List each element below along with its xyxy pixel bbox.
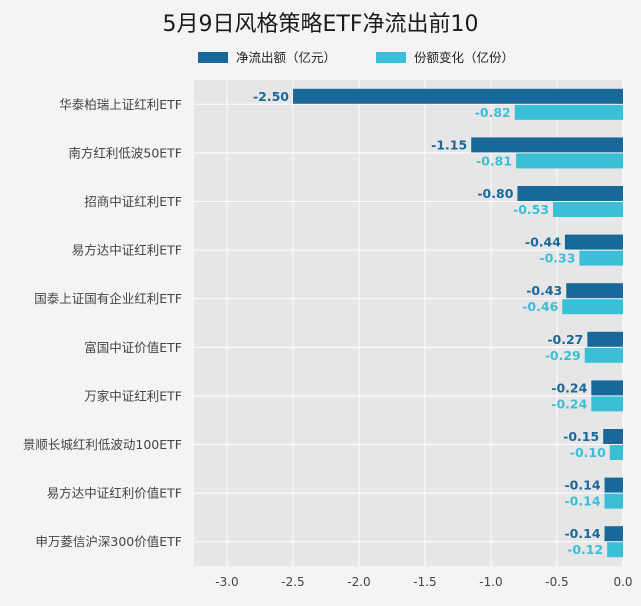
data-label-net-outflow: -0.14 — [564, 478, 600, 493]
bar-share-change — [604, 493, 623, 509]
x-tick-label: -3.0 — [215, 575, 238, 589]
bar-net-outflow — [471, 137, 623, 153]
data-label-share-change: -0.24 — [551, 396, 587, 411]
category-label: 景顺长城红利低波动100ETF — [23, 437, 182, 452]
legend: 净流出额（亿元） 份额变化（亿份） — [0, 49, 641, 67]
category-label: 南方红利低波50ETF — [68, 145, 182, 160]
data-label-share-change: -0.53 — [513, 202, 549, 217]
category-label: 易方达中证红利价值ETF — [47, 486, 182, 501]
data-label-net-outflow: -0.14 — [564, 526, 600, 541]
bar-share-change — [591, 396, 623, 412]
bar-net-outflow — [604, 477, 623, 493]
legend-label-share-change: 份额变化（亿份） — [414, 50, 515, 65]
data-label-share-change: -0.81 — [476, 153, 512, 168]
x-tick-label: -0.5 — [545, 575, 568, 589]
category-label: 招商中证红利ETF — [84, 194, 182, 209]
bar-net-outflow — [564, 234, 623, 250]
bar-share-change — [607, 542, 623, 558]
category-label: 申万菱信沪深300价值ETF — [35, 534, 182, 549]
bar-share-change — [514, 104, 623, 120]
bar-share-change — [579, 250, 623, 266]
data-label-net-outflow: -0.43 — [526, 283, 562, 298]
data-label-share-change: -0.82 — [475, 105, 511, 120]
x-tick-label: -1.0 — [479, 575, 502, 589]
data-label-share-change: -0.33 — [539, 251, 575, 266]
data-label-net-outflow: -0.24 — [551, 380, 587, 395]
bar-net-outflow — [587, 331, 623, 347]
bar-net-outflow — [566, 283, 623, 299]
data-label-share-change: -0.12 — [567, 542, 603, 557]
category-label: 华泰柏瑞上证红利ETF — [59, 97, 182, 112]
bar-share-change — [553, 202, 623, 217]
data-label-share-change: -0.29 — [545, 348, 581, 363]
bar-share-change — [609, 445, 623, 460]
bar-share-change — [584, 347, 623, 363]
data-label-net-outflow: -0.44 — [525, 235, 561, 250]
bar-net-outflow — [603, 429, 623, 444]
bar-net-outflow — [604, 526, 623, 542]
x-tick-label: -1.5 — [413, 575, 436, 589]
x-tick-label: -2.0 — [347, 575, 370, 589]
data-label-net-outflow: -0.27 — [547, 332, 583, 347]
category-label: 富国中证价值ETF — [84, 340, 182, 355]
legend-label-net-outflow: 净流出额（亿元） — [236, 50, 337, 65]
bar-share-change — [562, 299, 623, 315]
x-tick-label: -2.5 — [281, 575, 304, 589]
bar-share-change — [516, 153, 623, 169]
legend-swatch-net-outflow — [198, 52, 228, 63]
bar-net-outflow — [293, 88, 623, 104]
data-label-share-change: -0.14 — [564, 494, 600, 509]
legend-swatch-share-change — [376, 52, 406, 63]
category-label: 万家中证红利ETF — [84, 388, 182, 403]
bar-net-outflow — [591, 380, 623, 396]
category-label: 易方达中证红利ETF — [72, 243, 182, 258]
x-tick-label: 0.0 — [613, 575, 632, 589]
bar-net-outflow — [517, 186, 623, 201]
data-label-net-outflow: -0.80 — [477, 186, 513, 201]
data-label-net-outflow: -0.15 — [563, 429, 599, 444]
data-label-share-change: -0.10 — [570, 445, 606, 460]
data-label-share-change: -0.46 — [522, 299, 558, 314]
category-label: 国泰上证国有企业红利ETF — [34, 291, 182, 306]
chart-title: 5月9日风格策略ETF净流出前10 — [162, 12, 479, 37]
data-label-net-outflow: -2.50 — [253, 89, 289, 104]
data-label-net-outflow: -1.15 — [431, 137, 467, 152]
